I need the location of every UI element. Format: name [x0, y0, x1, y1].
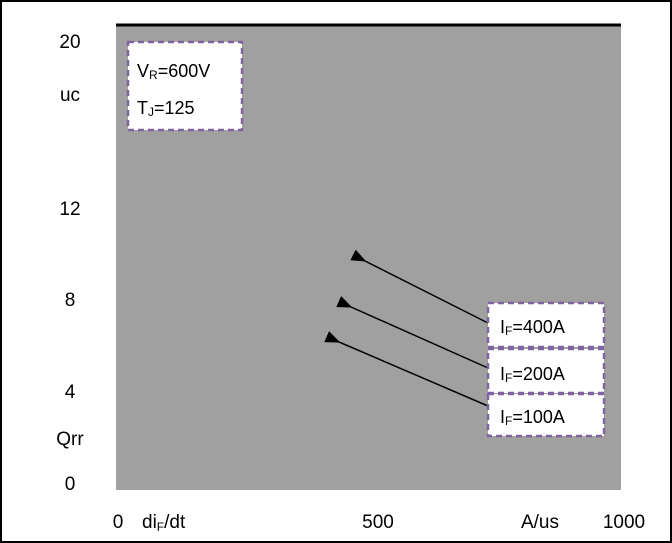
series-label-if-200a: IF=200A	[500, 364, 565, 385]
y-unit-label: uc	[60, 85, 80, 106]
x-tick-500: 500	[362, 512, 394, 533]
x-tick-0: 0	[113, 512, 124, 533]
y-tick-12: 12	[59, 199, 80, 220]
x-tick-1000: 1000	[603, 512, 645, 533]
conditions-box	[126, 40, 244, 132]
series-box-if-100a	[486, 392, 606, 438]
arrow-if-200a	[336, 296, 489, 369]
x-unit-label: A/us	[521, 512, 559, 533]
series-box-if-400a	[486, 301, 606, 349]
condition-vr: VR=600V	[137, 61, 210, 82]
y-tick-4: 4	[65, 382, 76, 403]
x-axis-label: diF/dt	[142, 512, 186, 534]
condition-tj: TJ=125	[137, 98, 195, 119]
y-tick-0: 0	[65, 474, 76, 495]
arrow-if-400a	[350, 249, 489, 324]
series-label-if-400a: IF=400A	[500, 317, 565, 338]
series-label-if-100a: IF=100A	[500, 407, 565, 428]
y-axis-label: Qrr	[56, 429, 84, 450]
series-box-if-200a	[486, 347, 606, 395]
y-tick-8: 8	[65, 290, 76, 311]
arrow-if-100a	[324, 331, 489, 407]
y-tick-20: 20	[59, 32, 80, 53]
